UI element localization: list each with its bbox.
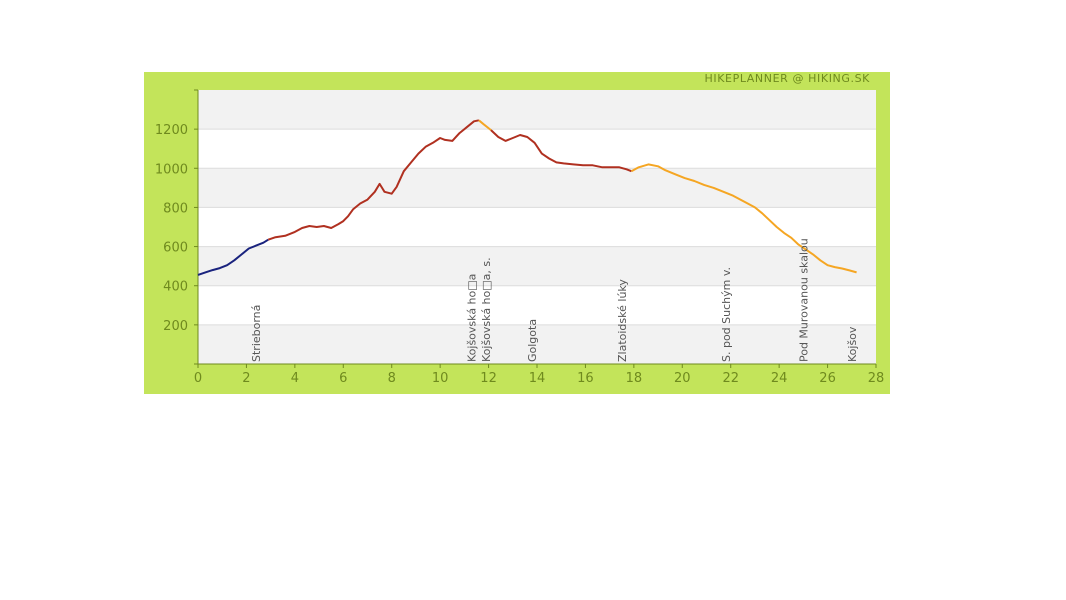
- poi-label: Kojšovská ho□a: [466, 274, 479, 362]
- x-tick-label: 20: [674, 371, 691, 386]
- poi-label: Pod Murovanou skalou: [797, 238, 810, 362]
- elevation-series-line: [267, 119, 480, 241]
- poi-label: Kojšov: [846, 326, 859, 362]
- x-tick-label: 14: [529, 371, 546, 386]
- chart-credit: HIKEPLANNER @ HIKING.SK: [704, 72, 870, 85]
- x-tick-label: 2: [242, 371, 250, 386]
- x-tick-label: 16: [577, 371, 594, 386]
- elevation-series-line: [197, 238, 269, 276]
- x-tick-label: 26: [819, 371, 836, 386]
- poi-label: Golgota: [526, 319, 539, 362]
- x-tick-label: 24: [771, 371, 788, 386]
- x-tick-label: 10: [432, 371, 449, 386]
- elevation-series-line: [490, 129, 632, 173]
- y-tick-label: 1200: [155, 123, 188, 138]
- grid-band: [198, 168, 876, 208]
- y-tick-label: 400: [163, 280, 188, 295]
- grid-band: [198, 90, 876, 130]
- elevation-chart: HIKEPLANNER @ HIKING.SK 200 400 600 800 1000…: [144, 72, 890, 394]
- x-tick-label: 4: [291, 371, 299, 386]
- elevation-series-line: [630, 163, 857, 274]
- y-tick-label: 600: [163, 241, 188, 256]
- x-tick-label: 6: [339, 371, 347, 386]
- grid-band: [198, 246, 876, 286]
- poi-label: Zlatoidské lúky: [616, 279, 629, 362]
- x-tick-label: 0: [194, 371, 202, 386]
- y-tick-label: 1000: [155, 162, 188, 177]
- grid-band: [198, 324, 876, 364]
- poi-label: S. pod Suchým v.: [720, 267, 733, 362]
- y-tick-label: 800: [163, 201, 188, 216]
- y-tick-label: 200: [163, 319, 188, 334]
- elevation-series-line: [478, 119, 492, 131]
- poi-label: Strieborná: [250, 305, 263, 362]
- x-tick-label: 12: [480, 371, 497, 386]
- x-tick-label: 22: [722, 371, 739, 386]
- x-tick-label: 18: [626, 371, 643, 386]
- x-tick-label: 8: [388, 371, 396, 386]
- x-tick-label: 28: [868, 371, 885, 386]
- poi-label: Kojšovská ho□a, s.: [480, 257, 493, 362]
